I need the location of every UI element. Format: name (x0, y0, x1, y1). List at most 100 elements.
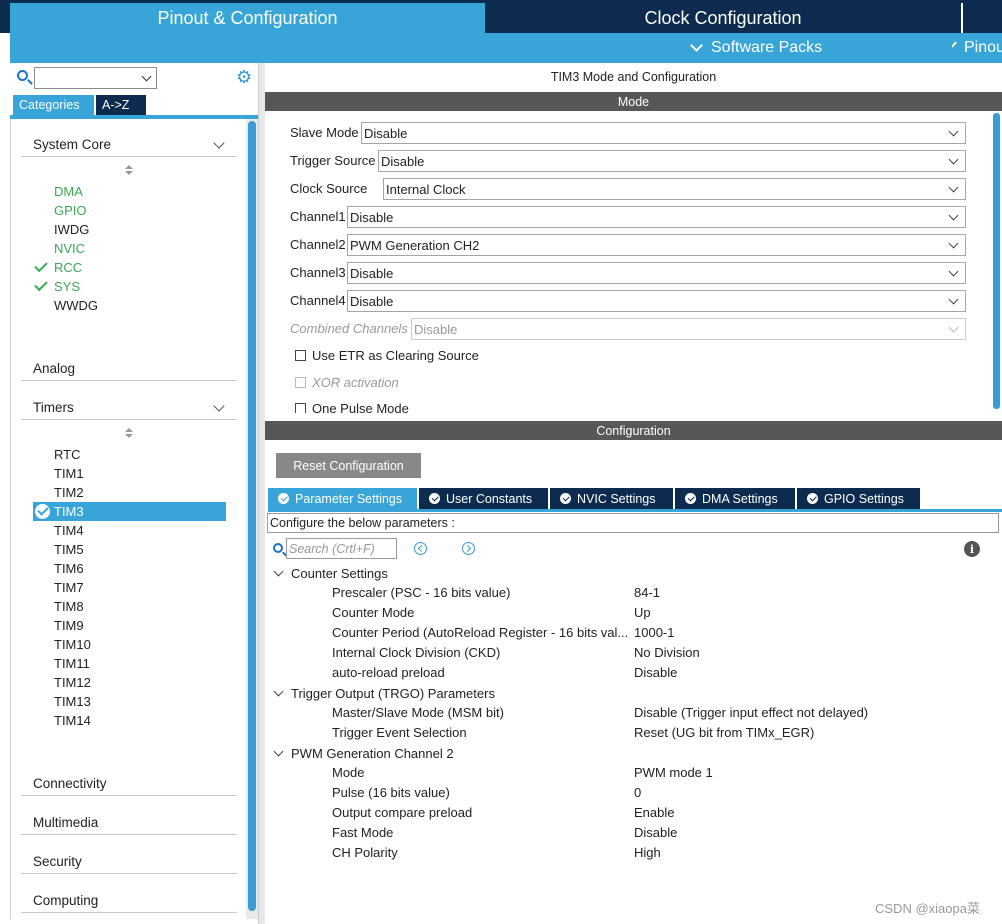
sort-icon[interactable] (125, 165, 133, 177)
category-system-core[interactable]: System Core (21, 127, 237, 157)
chevron-down-icon (952, 41, 957, 50)
chevron-down-icon (213, 137, 225, 149)
peripheral-item[interactable]: IWDG (54, 222, 90, 237)
parameter-row[interactable]: Pulse (16 bits value) 0 (265, 783, 1002, 803)
software-packs-menu[interactable]: Software Packs (690, 33, 822, 63)
timer-item[interactable]: TIM5 (54, 542, 84, 557)
group-trgo-parameters[interactable]: Trigger Output (TRGO) Parameters (273, 683, 495, 703)
parameter-row[interactable]: Internal Clock Division (CKD) No Division (265, 643, 1002, 663)
one-pulse-mode-checkbox[interactable] (295, 403, 306, 413)
search-combo[interactable] (34, 67, 157, 89)
peripheral-item[interactable]: DMA (54, 184, 83, 199)
category-multimedia[interactable]: Multimedia (21, 805, 296, 835)
group-pwm-channel-2[interactable]: PWM Generation Channel 2 (273, 743, 454, 763)
tab-pinout-configuration[interactable]: Pinout & Configuration (10, 3, 485, 33)
gear-icon[interactable]: ⚙ (236, 67, 253, 87)
info-icon[interactable]: i (964, 541, 980, 557)
timer-item[interactable]: TIM1 (54, 466, 84, 481)
parameter-value[interactable]: Up (634, 605, 651, 620)
parameter-row[interactable]: Output compare preload Enable (265, 803, 1002, 823)
timer-item[interactable]: TIM8 (54, 599, 84, 614)
parameter-value[interactable]: Disable (Trigger input effect not delaye… (634, 705, 869, 720)
parameter-value[interactable]: 0 (634, 785, 642, 800)
tab-nvic-settings[interactable]: NVIC Settings (550, 488, 673, 509)
peripheral-item[interactable]: WWDG (54, 298, 99, 313)
timer-item[interactable]: TIM10 (54, 637, 91, 652)
channel1-select[interactable]: Disable (347, 206, 966, 228)
tab-a-z[interactable]: A->Z (96, 95, 146, 115)
parameter-value[interactable]: No Division (634, 645, 700, 660)
mode-scrollbar-thumb[interactable] (993, 113, 1000, 409)
channel4-select[interactable]: Disable (347, 290, 966, 312)
tab-parameter-settings[interactable]: Parameter Settings (268, 488, 417, 509)
tab-clock-configuration[interactable]: Clock Configuration (487, 3, 959, 33)
category-label: Security (33, 854, 82, 869)
timer-item[interactable]: TIM7 (54, 580, 84, 595)
parameter-row[interactable]: CH Polarity High (265, 843, 1002, 863)
sort-icon[interactable] (125, 428, 133, 440)
use-etr-checkbox-row[interactable]: Use ETR as Clearing Source (295, 346, 479, 364)
timer-item[interactable]: TIM9 (54, 618, 84, 633)
timer-item[interactable]: TIM14 (54, 713, 91, 728)
timer-item[interactable]: TIM11 (54, 656, 90, 671)
category-analog[interactable]: Analog (21, 351, 296, 381)
peripheral-item[interactable]: NVIC (54, 241, 86, 256)
previous-match-icon[interactable] (414, 542, 427, 555)
parameter-value[interactable]: Disable (634, 665, 678, 680)
parameter-row[interactable]: Mode PWM mode 1 (265, 763, 1002, 783)
timer-item[interactable]: TIM3 (54, 504, 84, 519)
parameter-search-input[interactable]: Search (Crtl+F) (286, 538, 397, 559)
category-connectivity[interactable]: Connectivity (21, 766, 296, 796)
parameter-row[interactable]: Counter Period (AutoReload Register - 16… (265, 623, 1002, 643)
use-etr-checkbox[interactable] (295, 349, 306, 361)
category-security[interactable]: Security (21, 844, 296, 874)
category-computing[interactable]: Computing (21, 883, 296, 913)
category-label: Connectivity (33, 776, 107, 791)
channel4-label: Channel4 (290, 293, 346, 308)
peripheral-item[interactable]: SYS (54, 279, 81, 294)
channel2-select[interactable]: PWM Generation CH2 (347, 234, 966, 256)
next-match-icon[interactable] (462, 542, 475, 555)
timer-item[interactable]: TIM13 (54, 694, 91, 709)
parameter-row[interactable]: Prescaler (PSC - 16 bits value) 84-1 (265, 583, 1002, 603)
timer-item[interactable]: TIM12 (54, 675, 91, 690)
category-label: System Core (33, 137, 112, 152)
parameter-row[interactable]: auto-reload preload Disable (265, 663, 1002, 683)
parameter-row[interactable]: Trigger Event Selection Reset (UG bit fro… (265, 723, 1002, 743)
channel3-select[interactable]: Disable (347, 262, 966, 284)
left-scrollbar-thumb[interactable] (248, 121, 256, 911)
trigger-source-select[interactable]: Disable (378, 150, 966, 172)
timer-item[interactable]: TIM2 (54, 485, 84, 500)
parameter-row[interactable]: Fast Mode Disable (265, 823, 1002, 843)
one-pulse-mode-row[interactable]: One Pulse Mode (295, 400, 409, 413)
pinout-menu[interactable]: Pinout (952, 33, 1002, 63)
category-timers[interactable]: Timers (21, 390, 237, 420)
slave-mode-select[interactable]: Disable (361, 122, 966, 144)
parameter-value[interactable]: Enable (634, 805, 675, 820)
tab-overflow[interactable] (961, 3, 1002, 33)
timer-item[interactable]: TIM6 (54, 561, 84, 576)
reset-configuration-button[interactable]: Reset Configuration (276, 453, 421, 478)
parameter-value[interactable]: PWM mode 1 (634, 765, 713, 780)
xor-activation-checkbox (295, 376, 306, 388)
timer-item[interactable]: TIM4 (54, 523, 84, 538)
parameter-value[interactable]: High (634, 845, 661, 860)
check-icon (34, 258, 48, 273)
parameter-value[interactable]: Disable (634, 825, 678, 840)
timer-item[interactable]: RTC (54, 447, 81, 462)
clock-source-select[interactable]: Internal Clock (383, 178, 966, 200)
parameter-row[interactable]: Counter Mode Up (265, 603, 1002, 623)
parameter-value[interactable]: Reset (UG bit from TIMx_EGR) (634, 725, 815, 740)
sub-menu-bar: Software Packs Pinout (10, 33, 1002, 63)
parameter-value[interactable]: 84-1 (634, 585, 661, 600)
group-counter-settings[interactable]: Counter Settings (273, 563, 388, 583)
tab-dma-settings[interactable]: DMA Settings (675, 488, 795, 509)
panel-splitter[interactable] (258, 63, 265, 924)
parameter-value[interactable]: 1000-1 (634, 625, 675, 640)
peripheral-item[interactable]: GPIO (54, 203, 87, 218)
parameter-row[interactable]: Master/Slave Mode (MSM bit) Disable (Trig… (265, 703, 1002, 723)
peripheral-item[interactable]: RCC (54, 260, 83, 275)
tab-user-constants[interactable]: User Constants (419, 488, 548, 509)
tab-categories[interactable]: Categories (13, 95, 94, 115)
tab-gpio-settings[interactable]: GPIO Settings (797, 488, 920, 509)
